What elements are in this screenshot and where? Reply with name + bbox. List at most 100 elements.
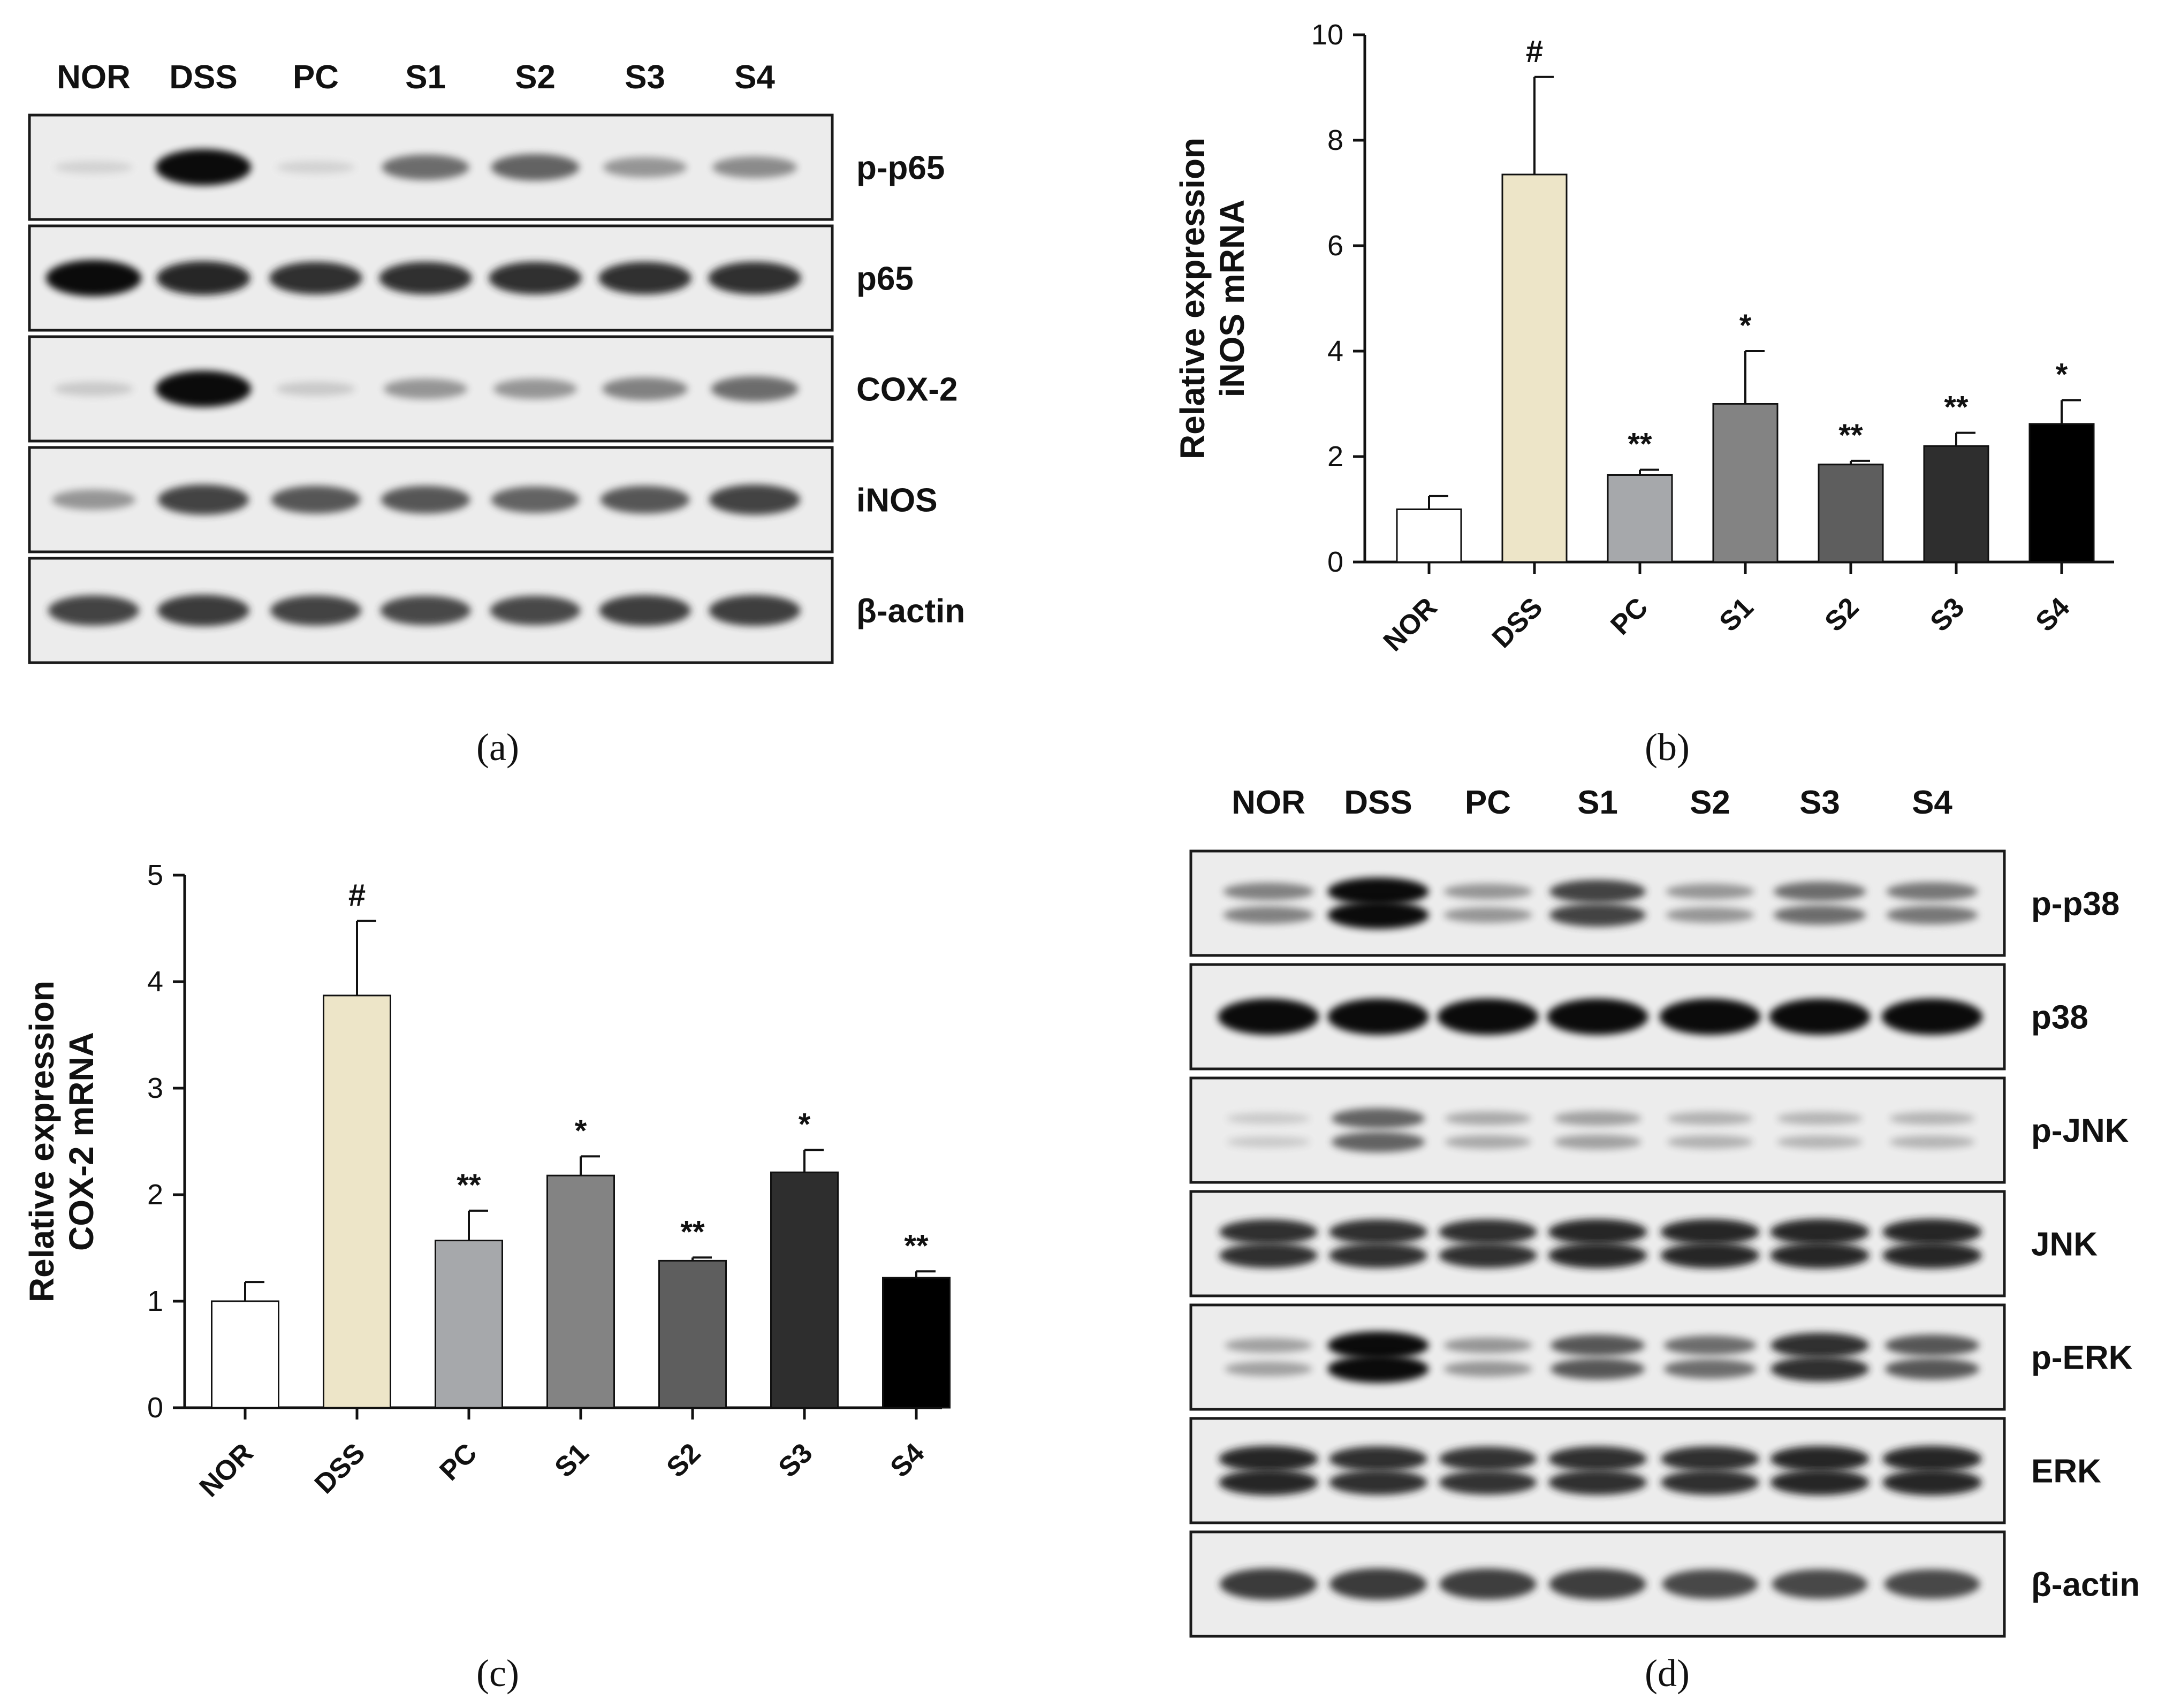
band-lower-jnk-nor: [1219, 1243, 1318, 1268]
y-axis-label-line-2: COX-2 mRNA: [62, 1032, 101, 1251]
band-p38-s2: [1659, 998, 1761, 1035]
band-p-p65-s4: [712, 156, 797, 178]
band-p38-nor: [1218, 998, 1319, 1035]
band-inos-s2: [491, 486, 580, 513]
band-p65-s2: [489, 261, 582, 295]
lane-label-s2: S2: [1690, 784, 1730, 821]
bar-chart-inos: 0 2 4 6 8 10 Relative expressioniNOS mRNA NOR # D…: [1173, 19, 2114, 657]
bar-s3: [1923, 445, 1989, 563]
lane-label-pc: PC: [293, 59, 339, 96]
caption-b: (b): [1645, 726, 1690, 769]
band-p-p65-s1: [382, 154, 469, 180]
bar-s4: [882, 1277, 951, 1409]
lane-label-dss: DSS: [169, 59, 237, 96]
significance-pc: **: [1628, 427, 1652, 462]
band-p65-dss: [156, 261, 250, 295]
band-cox-2-s3: [602, 377, 688, 400]
band-p38-s4: [1881, 998, 1983, 1035]
y-tick-label-2: 2: [1327, 441, 1343, 473]
blot-p-jnk: [1189, 1076, 2006, 1184]
y-tick-label-1: 1: [147, 1285, 163, 1317]
band-cox-2-s1: [383, 378, 468, 399]
band-beta-actin-s4: [1884, 1569, 1980, 1599]
band-jnk-s2: [1660, 1219, 1760, 1245]
lane-label-s2: S2: [515, 59, 556, 96]
significance-s4: *: [2056, 358, 2068, 392]
band-lower-p-erk-dss: [1327, 1355, 1429, 1383]
x-tick-label-nor: NOR: [194, 1437, 260, 1503]
band-p-p38-nor: [1223, 883, 1314, 900]
band-p65-s4: [708, 261, 801, 295]
band-p65-pc: [269, 261, 362, 295]
band-beta-actin-pc: [270, 595, 361, 626]
band-p-jnk-s1: [1554, 1111, 1642, 1126]
band-p-p38-dss: [1327, 877, 1429, 906]
bar-s3: [770, 1171, 839, 1409]
y-axis-label: Relative expressionCOX-2 mRNA: [22, 981, 101, 1302]
lane-label-s4: S4: [734, 59, 775, 96]
band-p-erk-dss: [1327, 1331, 1429, 1360]
band-p-p38-s4: [1886, 882, 1978, 901]
bar-chart-cox2: 0 1 2 3 4 5 Relative expressionCOX-2 mRNA NOR # D…: [22, 859, 951, 1503]
band-p-p38-pc: [1443, 883, 1532, 900]
bar-pc: [1607, 474, 1673, 563]
y-tick-label-6: 6: [1327, 230, 1343, 262]
band-p-jnk-s2: [1667, 1112, 1753, 1125]
band-p-erk-s3: [1770, 1333, 1869, 1358]
lane-label-s1: S1: [405, 59, 446, 96]
x-tick-label-s2: S2: [660, 1437, 706, 1483]
band-lower-jnk-s2: [1660, 1242, 1760, 1269]
band-lower-erk-nor: [1219, 1469, 1318, 1496]
band-lower-jnk-dss: [1329, 1243, 1427, 1268]
band-lower-p-jnk-s4: [1889, 1135, 1975, 1149]
band-lower-p-jnk-s2: [1667, 1135, 1753, 1149]
band-lower-p-p38-s3: [1773, 905, 1866, 925]
band-jnk-s3: [1770, 1219, 1870, 1245]
western-blot-panel-d: NOR DSS PC S1 S2 S3 S4 p-p38 p38 p-JNK JNK p-ERK ERK…: [1189, 784, 2140, 1638]
significance-s1: *: [1739, 308, 1752, 343]
x-tick-label-s4: S4: [2030, 591, 2076, 637]
band-lower-p-p38-s4: [1886, 906, 1978, 924]
protein-label-p-erk: p-ERK: [2031, 1340, 2133, 1377]
band-jnk-pc: [1439, 1219, 1537, 1244]
band-lower-p-erk-nor: [1225, 1361, 1312, 1377]
protein-label-p65: p65: [856, 261, 914, 298]
y-tick-label-4: 4: [147, 966, 163, 998]
significance-s2: **: [680, 1214, 705, 1249]
significance-pc: **: [457, 1168, 481, 1203]
band-lower-jnk-s3: [1770, 1242, 1870, 1269]
y-axis-label: Relative expressioniNOS mRNA: [1173, 138, 1251, 459]
band-lower-jnk-s1: [1548, 1242, 1647, 1269]
protein-label-p-p65: p-p65: [856, 150, 945, 187]
band-beta-actin-s1: [380, 595, 471, 626]
bar-dss: [1501, 173, 1568, 563]
x-tick-label-s3: S3: [1924, 591, 1970, 637]
band-lower-jnk-s4: [1882, 1242, 1982, 1269]
band-beta-actin-s3: [599, 595, 691, 626]
y-tick-label-4: 4: [1327, 335, 1343, 367]
band-jnk-s1: [1548, 1219, 1647, 1245]
band-lower-p-erk-s1: [1550, 1358, 1645, 1380]
lane-label-nor: NOR: [57, 59, 131, 96]
band-beta-actin-s2: [1662, 1569, 1758, 1599]
band-p-erk-s1: [1550, 1334, 1645, 1356]
bar-s1: [546, 1174, 615, 1409]
band-lower-p-p38-pc: [1443, 907, 1532, 923]
band-lower-erk-s2: [1661, 1470, 1759, 1495]
x-tick-label-nor: NOR: [1378, 591, 1443, 657]
band-cox-2-s2: [493, 378, 577, 399]
blot-p-erk: [1189, 1303, 2006, 1411]
band-cox-2-dss: [155, 370, 252, 407]
y-tick-label-5: 5: [147, 859, 163, 891]
bar-nor: [211, 1300, 279, 1409]
y-tick-label-0: 0: [1327, 546, 1343, 578]
protein-label-inos: iNOS: [856, 482, 938, 519]
band-erk-dss: [1329, 1446, 1427, 1471]
band-beta-actin-dss: [157, 595, 249, 626]
band-erk-nor: [1219, 1446, 1318, 1472]
x-tick-label-pc: PC: [1605, 591, 1654, 641]
bar-s1: [1712, 403, 1779, 563]
significance-s3: *: [799, 1107, 811, 1142]
protein-label-beta-actin: β-actin: [2031, 1567, 2140, 1604]
